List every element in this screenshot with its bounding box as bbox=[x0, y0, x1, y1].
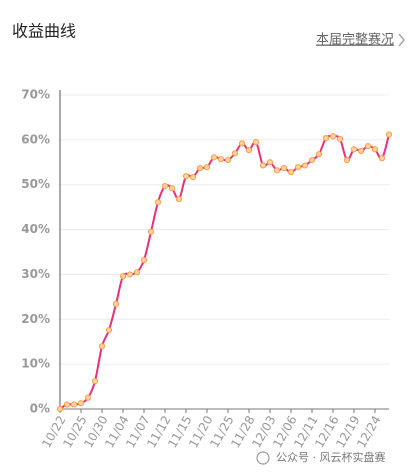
data-point bbox=[63, 401, 71, 408]
data-point bbox=[273, 167, 281, 174]
data-point bbox=[350, 146, 358, 153]
data-point bbox=[238, 140, 246, 147]
data-point bbox=[161, 182, 169, 190]
data-point bbox=[84, 394, 92, 401]
data-point bbox=[119, 273, 127, 280]
data-point bbox=[77, 400, 85, 407]
data-point bbox=[112, 300, 120, 308]
data-point bbox=[378, 155, 386, 162]
data-point bbox=[182, 173, 190, 180]
data-point bbox=[364, 143, 372, 150]
data-point bbox=[70, 401, 78, 408]
data-point bbox=[224, 156, 232, 164]
data-point bbox=[371, 146, 379, 153]
data-point bbox=[140, 256, 148, 264]
full-results-link[interactable]: 本届完整赛况 bbox=[316, 32, 405, 48]
data-point bbox=[315, 151, 323, 158]
data-point bbox=[252, 139, 260, 146]
y-tick-label: 10% bbox=[21, 357, 50, 371]
y-tick-label: 30% bbox=[21, 267, 50, 281]
watermark-icon bbox=[256, 451, 270, 465]
data-point bbox=[133, 269, 141, 276]
data-point bbox=[189, 173, 197, 181]
data-point bbox=[301, 162, 309, 169]
data-point bbox=[98, 343, 106, 350]
watermark-text: 公众号 · 风云杯实盘赛 bbox=[276, 450, 386, 464]
data-point bbox=[217, 156, 225, 163]
data-point bbox=[56, 405, 64, 413]
data-point bbox=[196, 165, 204, 172]
chevron-icon[interactable] bbox=[398, 33, 405, 47]
watermark: 公众号 · 风云杯实盘赛 bbox=[256, 450, 386, 465]
y-tick-label: 20% bbox=[21, 312, 50, 326]
data-point bbox=[91, 378, 99, 385]
y-tick-label: 70% bbox=[21, 88, 50, 102]
data-point bbox=[343, 156, 351, 164]
y-tick-label: 50% bbox=[21, 177, 50, 191]
data-point bbox=[266, 159, 274, 166]
data-point bbox=[154, 199, 162, 206]
chart-title: 收益曲线 bbox=[12, 22, 76, 41]
y-tick-label: 0% bbox=[30, 402, 50, 416]
data-point bbox=[175, 195, 183, 203]
data-point bbox=[357, 147, 365, 155]
data-point bbox=[385, 131, 393, 138]
data-point bbox=[245, 147, 253, 154]
data-point bbox=[203, 164, 211, 171]
data-point bbox=[105, 326, 113, 334]
link-text[interactable]: 本届完整赛况 bbox=[316, 32, 394, 48]
y-tick-label: 60% bbox=[21, 132, 50, 146]
data-point bbox=[336, 135, 344, 143]
y-tick-label: 40% bbox=[21, 222, 50, 236]
data-point bbox=[308, 156, 316, 164]
data-point bbox=[287, 169, 295, 176]
data-point bbox=[147, 228, 155, 235]
data-point bbox=[168, 185, 176, 192]
data-point bbox=[126, 271, 134, 278]
data-point bbox=[280, 165, 288, 172]
data-point bbox=[322, 134, 330, 142]
data-point bbox=[259, 162, 267, 169]
data-point bbox=[210, 154, 218, 161]
data-point bbox=[329, 133, 337, 140]
data-point bbox=[231, 150, 239, 157]
data-point bbox=[294, 164, 302, 171]
